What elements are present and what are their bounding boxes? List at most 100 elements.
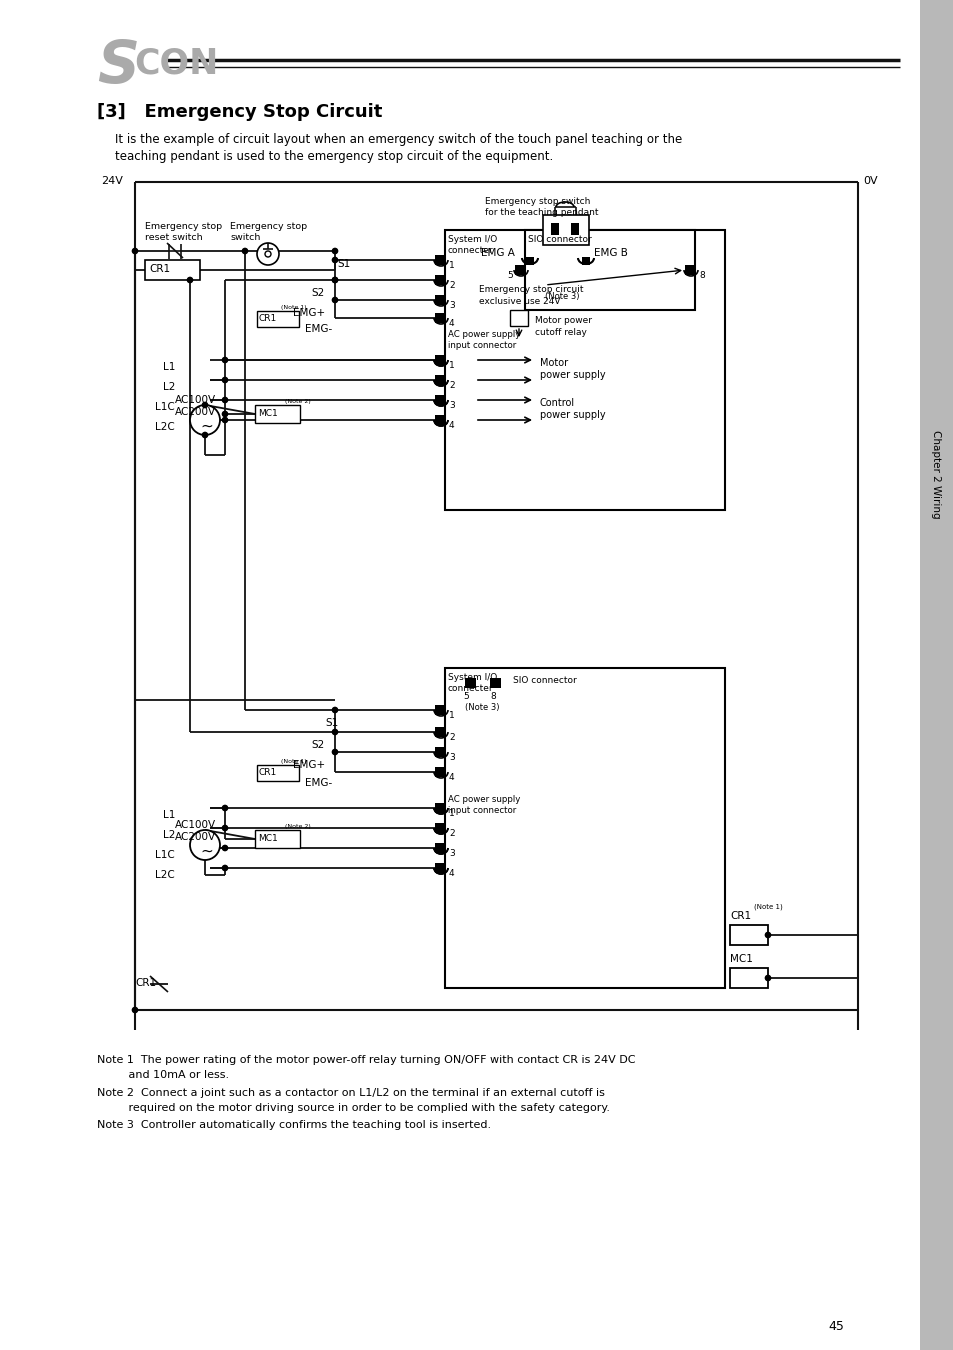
Circle shape (188, 278, 193, 282)
Circle shape (764, 933, 770, 937)
Bar (542, 215, 588, 244)
Circle shape (222, 845, 227, 850)
Text: (Note 1): (Note 1) (753, 903, 781, 910)
Bar (585, 256, 589, 265)
Text: AC power supply: AC power supply (448, 795, 519, 805)
Text: MC1: MC1 (729, 954, 752, 964)
Text: 3: 3 (449, 849, 455, 859)
Bar (530, 256, 534, 265)
Text: 3: 3 (449, 301, 455, 310)
Circle shape (333, 258, 337, 262)
Bar (581, 256, 585, 265)
Text: (Note 2): (Note 2) (285, 824, 311, 829)
Bar (145, 261, 200, 279)
Circle shape (132, 1007, 137, 1012)
Circle shape (190, 830, 220, 860)
Text: 0V: 0V (862, 176, 877, 186)
Text: CR1: CR1 (258, 768, 277, 778)
Bar (256, 310, 298, 327)
Text: 2: 2 (449, 829, 455, 838)
Text: (Note 1): (Note 1) (281, 305, 306, 310)
Text: switch: switch (230, 234, 260, 242)
Text: 2: 2 (449, 281, 455, 290)
Text: 4: 4 (449, 421, 455, 431)
Text: connecter: connecter (448, 246, 493, 255)
Text: (Note 1): (Note 1) (281, 759, 306, 764)
Circle shape (242, 248, 247, 254)
Text: AC power supply: AC power supply (448, 329, 519, 339)
Circle shape (333, 278, 337, 282)
Text: S1: S1 (336, 259, 350, 269)
Bar (435, 842, 446, 853)
Bar (435, 728, 446, 737)
Bar (435, 255, 446, 265)
Bar (435, 747, 446, 757)
Text: power supply: power supply (539, 370, 605, 379)
Circle shape (222, 378, 227, 382)
Text: Emergency stop circuit: Emergency stop circuit (478, 285, 583, 294)
Text: EMG B: EMG B (594, 248, 627, 258)
Text: 24V: 24V (101, 176, 123, 186)
Text: EMG+: EMG+ (293, 308, 325, 319)
Text: 3: 3 (449, 401, 455, 410)
Bar (435, 414, 446, 425)
Bar (254, 405, 299, 423)
Circle shape (222, 412, 227, 417)
Text: CON: CON (133, 47, 218, 81)
Text: 2: 2 (449, 733, 455, 743)
Text: L2: L2 (162, 830, 174, 840)
Text: AC200V: AC200V (174, 406, 216, 417)
Circle shape (333, 278, 337, 282)
Text: Note 2  Connect a joint such as a contactor on L1/L2 on the terminal if an exter: Note 2 Connect a joint such as a contact… (97, 1088, 604, 1098)
Bar (444, 668, 724, 988)
Text: 8: 8 (490, 693, 496, 701)
Circle shape (222, 417, 227, 423)
Text: AC200V: AC200V (174, 832, 216, 842)
Text: 2: 2 (449, 381, 455, 390)
Text: L1C: L1C (155, 402, 174, 412)
Text: CR1: CR1 (149, 265, 170, 274)
Text: 8: 8 (699, 271, 704, 279)
Circle shape (764, 976, 770, 980)
Text: S: S (97, 38, 139, 95)
Bar (435, 275, 446, 285)
Text: EMG+: EMG+ (293, 760, 325, 770)
Text: and 10mA or less.: and 10mA or less. (97, 1071, 229, 1080)
Bar (571, 223, 578, 235)
Circle shape (190, 405, 220, 435)
Bar (435, 296, 446, 305)
Bar (464, 678, 476, 688)
Bar (515, 265, 525, 275)
Text: AC100V: AC100V (174, 819, 216, 830)
Circle shape (222, 865, 227, 871)
Text: Emergency stop: Emergency stop (145, 221, 222, 231)
Text: 4: 4 (449, 319, 455, 328)
Text: exclusive use 24V: exclusive use 24V (478, 297, 560, 306)
Bar (435, 313, 446, 323)
Bar (435, 396, 446, 405)
Circle shape (202, 402, 208, 408)
Text: It is the example of circuit layout when an emergency switch of the touch panel : It is the example of circuit layout when… (115, 134, 681, 146)
Text: [3]   Emergency Stop Circuit: [3] Emergency Stop Circuit (97, 103, 382, 122)
Text: 4: 4 (449, 774, 455, 782)
Circle shape (333, 707, 337, 713)
Circle shape (333, 297, 337, 302)
Bar (435, 803, 446, 813)
Text: System I/O: System I/O (448, 674, 497, 682)
Text: cutoff relay: cutoff relay (535, 328, 586, 338)
Circle shape (222, 825, 227, 830)
Bar (444, 230, 724, 510)
Text: Chapter 2 Wiring: Chapter 2 Wiring (930, 431, 940, 518)
Text: 5: 5 (507, 271, 513, 279)
Circle shape (222, 397, 227, 402)
Circle shape (333, 749, 337, 755)
Text: S2: S2 (312, 288, 325, 298)
Text: S2: S2 (312, 740, 325, 751)
Text: EMG-: EMG- (305, 778, 332, 788)
Text: teaching pendant is used to the emergency stop circuit of the equipment.: teaching pendant is used to the emergenc… (115, 150, 553, 163)
Text: Motor: Motor (539, 358, 568, 369)
Circle shape (222, 358, 227, 363)
Bar (435, 355, 446, 364)
Text: 3: 3 (449, 753, 455, 761)
Text: L2: L2 (162, 382, 174, 391)
